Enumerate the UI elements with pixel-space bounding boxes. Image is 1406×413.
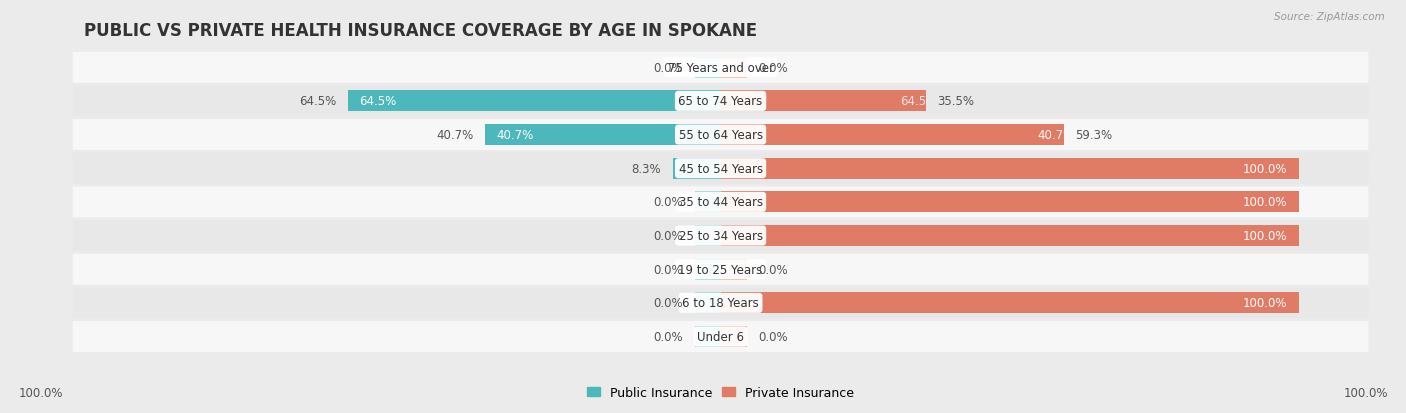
Bar [695,326,721,347]
Text: 40.7%: 40.7% [436,129,474,142]
Bar [721,192,1299,213]
Text: 0.0%: 0.0% [654,196,683,209]
Text: 40.7%: 40.7% [1038,129,1076,142]
Text: 0.0%: 0.0% [654,263,683,276]
Text: 0.0%: 0.0% [654,62,683,74]
FancyBboxPatch shape [73,254,1368,285]
FancyBboxPatch shape [73,120,1368,151]
Bar [721,58,747,78]
Bar [672,158,721,179]
Bar [695,259,721,280]
Bar [721,91,927,112]
Text: 0.0%: 0.0% [758,330,787,343]
Text: 0.0%: 0.0% [654,330,683,343]
Text: 100.0%: 100.0% [1243,297,1288,310]
Text: 0.0%: 0.0% [758,62,787,74]
Text: 55 to 64 Years: 55 to 64 Years [679,129,762,142]
Text: 100.0%: 100.0% [18,386,63,399]
Text: 35.5%: 35.5% [938,95,974,108]
FancyBboxPatch shape [73,86,1368,117]
Text: 64.5%: 64.5% [900,95,938,108]
Text: 100.0%: 100.0% [1243,196,1288,209]
Text: 100.0%: 100.0% [1243,230,1288,242]
Text: 100.0%: 100.0% [1343,386,1388,399]
Text: 35 to 44 Years: 35 to 44 Years [679,196,762,209]
Text: 59.3%: 59.3% [1076,129,1112,142]
Bar [721,225,1299,247]
Bar [695,293,721,313]
Bar [721,293,1299,313]
Text: 75 Years and over: 75 Years and over [668,62,773,74]
Text: 40.7%: 40.7% [496,129,534,142]
Text: 65 to 74 Years: 65 to 74 Years [679,95,762,108]
Bar [695,225,721,247]
FancyBboxPatch shape [73,288,1368,318]
Bar [721,158,1299,179]
Text: Source: ZipAtlas.com: Source: ZipAtlas.com [1274,12,1385,22]
Bar [721,125,1063,146]
Bar [347,91,721,112]
Text: 64.5%: 64.5% [359,95,396,108]
Text: 100.0%: 100.0% [1243,162,1288,175]
FancyBboxPatch shape [73,153,1368,184]
FancyBboxPatch shape [73,321,1368,352]
Text: 45 to 54 Years: 45 to 54 Years [679,162,762,175]
Text: 64.5%: 64.5% [298,95,336,108]
FancyBboxPatch shape [73,187,1368,218]
Text: 25 to 34 Years: 25 to 34 Years [679,230,762,242]
Bar [721,259,747,280]
FancyBboxPatch shape [73,52,1368,83]
Text: PUBLIC VS PRIVATE HEALTH INSURANCE COVERAGE BY AGE IN SPOKANE: PUBLIC VS PRIVATE HEALTH INSURANCE COVER… [84,22,758,40]
Text: Under 6: Under 6 [697,330,744,343]
Text: 0.0%: 0.0% [654,297,683,310]
Bar [695,192,721,213]
Bar [721,326,747,347]
Bar [485,125,721,146]
Text: 8.3%: 8.3% [631,162,661,175]
Bar [695,58,721,78]
Text: 19 to 25 Years: 19 to 25 Years [679,263,762,276]
Text: 6 to 18 Years: 6 to 18 Years [682,297,759,310]
FancyBboxPatch shape [73,221,1368,252]
Text: 0.0%: 0.0% [654,230,683,242]
Legend: Public Insurance, Private Insurance: Public Insurance, Private Insurance [582,381,859,404]
Text: 0.0%: 0.0% [758,263,787,276]
